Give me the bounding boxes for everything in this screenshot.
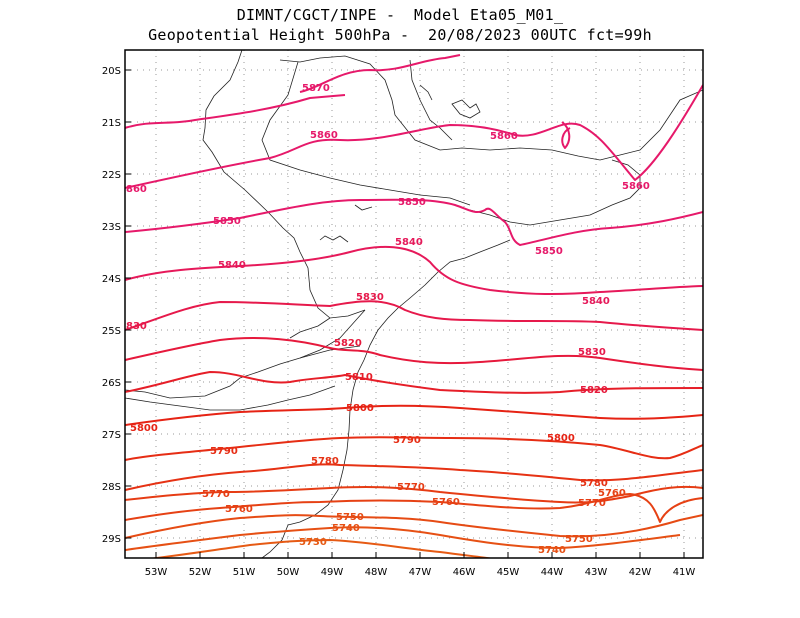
lon-label: 41W (673, 567, 696, 578)
lat-label: 28S (102, 482, 121, 493)
lon-label: 50W (277, 567, 300, 578)
lon-label: 52W (189, 567, 212, 578)
lat-label: 27S (102, 430, 121, 441)
title-line-2: Geopotential Height 500hPa - 20/08/2023 … (148, 26, 652, 44)
label-5830-1: 5830 (356, 292, 384, 303)
lat-label: 23S (102, 222, 121, 233)
label-5830-2: 5830 (578, 347, 606, 358)
contour-5790 (125, 436, 703, 461)
label-5820-1: 5820 (334, 338, 362, 349)
label-5840-1: 5840 (218, 260, 246, 271)
label-5780-1: 5780 (311, 456, 339, 467)
label-5840-2: 5840 (395, 237, 423, 248)
contour-5750 (125, 514, 703, 539)
label-5760-1: 5760 (225, 504, 253, 515)
lat-label: 22S (102, 170, 121, 181)
label-5850-2: 5850 (398, 197, 426, 208)
label-5740-1: 5740 (332, 523, 360, 534)
lat-label: 25S (102, 326, 121, 337)
lat-label: 26S (102, 378, 121, 389)
label-5860-2: 5860 (490, 131, 518, 142)
contour-5740 (125, 526, 681, 551)
contour-5850 (125, 198, 703, 246)
contour-5860-c (561, 121, 571, 149)
lat-label: 20S (102, 66, 121, 77)
lat-label: 29S (102, 534, 121, 545)
contour-5860-a (125, 84, 703, 189)
lon-label: 46W (453, 567, 476, 578)
lon-label: 49W (321, 567, 344, 578)
label-5730: 5730 (299, 537, 327, 548)
contours (125, 54, 703, 558)
lon-label: 45W (497, 567, 520, 578)
contour-5730 (149, 539, 495, 558)
label-5770-3: 5770 (578, 498, 606, 509)
label-5770-1: 5770 (202, 489, 230, 500)
latitude-labels: 20S 21S 22S 23S 24S 25S 26S 27S 28S 29S (102, 66, 121, 545)
contour-5780 (125, 463, 703, 491)
contour-5810 (125, 371, 703, 394)
label-5750-2: 5750 (565, 534, 593, 545)
contour-labels: 5870 5860 5860 5860 860 5850 5850 5850 5… (126, 83, 650, 556)
lon-label: 51W (233, 567, 256, 578)
contour-5760 (125, 493, 703, 523)
label-5870: 5870 (302, 83, 330, 94)
label-5760-2: 5760 (432, 497, 460, 508)
lon-label: 44W (541, 567, 564, 578)
label-5840-3: 5840 (582, 296, 610, 307)
lon-label: 43W (585, 567, 608, 578)
label-5850-1: 5850 (213, 216, 241, 227)
longitude-labels: 53W 52W 51W 50W 49W 48W 47W 46W 45W 44W … (145, 567, 696, 578)
lon-label: 47W (409, 567, 432, 578)
lon-label: 42W (629, 567, 652, 578)
contour-5770 (125, 485, 703, 504)
contour-5820 (125, 336, 703, 371)
label-5790-1: 5790 (210, 446, 238, 457)
label-5850-3: 5850 (535, 246, 563, 257)
label-5830-3: 830 (126, 321, 147, 332)
label-5860-3: 5860 (622, 181, 650, 192)
label-5860-1: 5860 (310, 130, 338, 141)
tick-marks (125, 69, 685, 558)
contour-5840 (125, 245, 703, 296)
label-5770-2: 5770 (397, 482, 425, 493)
lat-label: 21S (102, 118, 121, 129)
label-5750-1: 5750 (336, 512, 364, 523)
lon-label: 53W (145, 567, 168, 578)
plot-frame (124, 49, 704, 559)
contour-5830 (125, 300, 703, 331)
label-5810: 5810 (345, 372, 373, 383)
contour-5870 (299, 54, 461, 93)
label-5740-2: 5740 (538, 545, 566, 556)
contour-5860-b (125, 94, 346, 129)
label-5800-1: 5800 (130, 423, 158, 434)
title-line-1: DIMNT/CGCT/INPE - Model Eta05_M01_ (236, 6, 564, 24)
label-5820-2: 5820 (580, 385, 608, 396)
lat-label: 24S (102, 274, 121, 285)
label-5860-4: 860 (126, 184, 147, 195)
contour-5800 (125, 404, 703, 426)
label-5780-2: 5780 (580, 478, 608, 489)
lon-label: 48W (365, 567, 388, 578)
label-5800-2: 5800 (346, 403, 374, 414)
label-5760-3: 5760 (598, 488, 626, 499)
label-5790-2: 5790 (393, 435, 421, 446)
label-5800-3: 5800 (547, 433, 575, 444)
